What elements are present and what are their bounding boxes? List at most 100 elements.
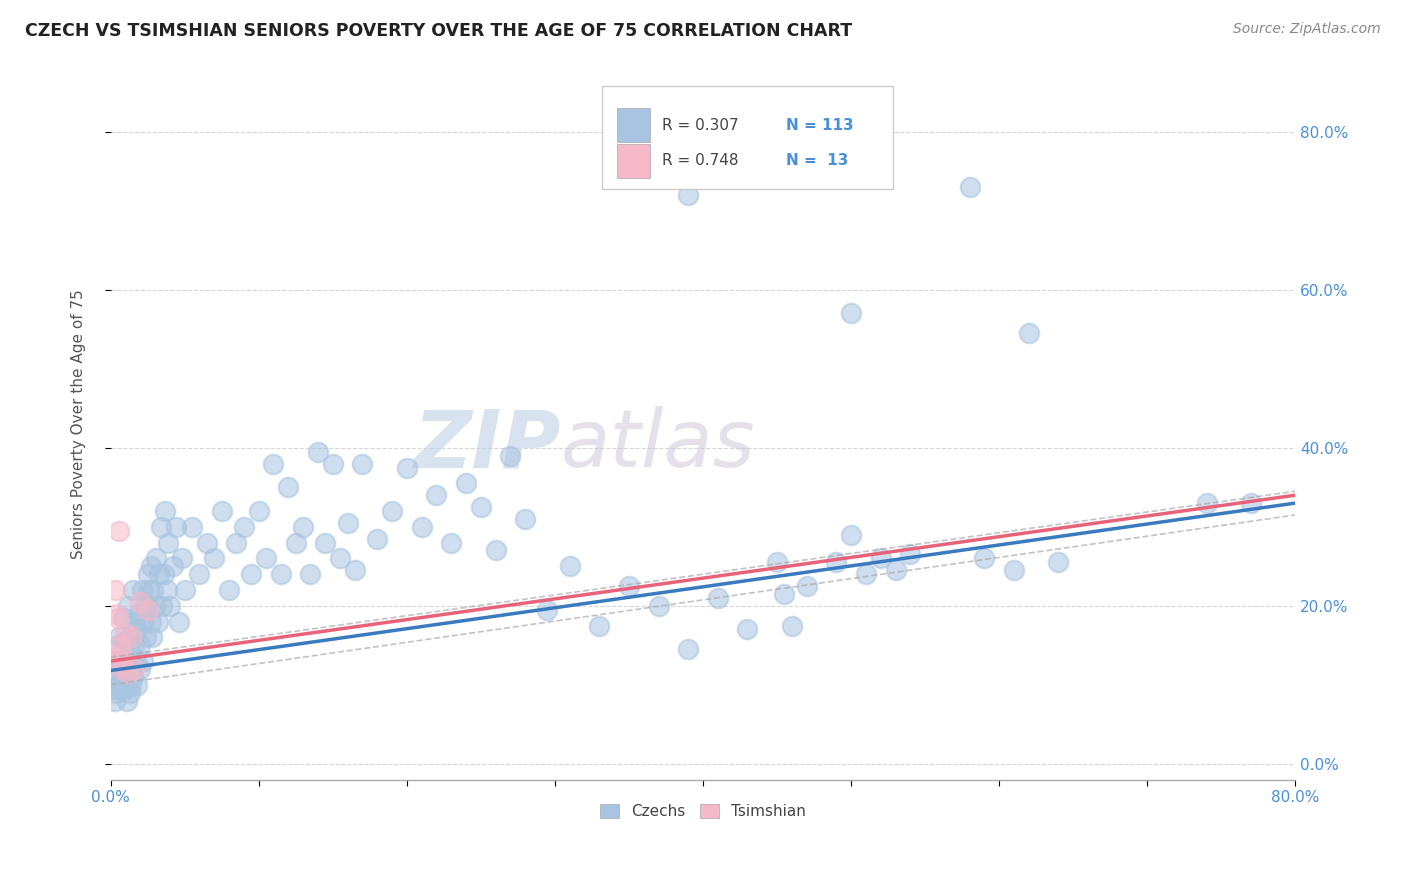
Point xyxy=(284,535,307,549)
Point xyxy=(170,551,193,566)
Point xyxy=(247,504,270,518)
Point xyxy=(138,582,160,597)
Point xyxy=(263,457,285,471)
Point xyxy=(707,591,730,605)
Text: N =  13: N = 13 xyxy=(786,153,848,169)
Point xyxy=(277,480,299,494)
Point xyxy=(131,582,153,597)
Point xyxy=(314,535,336,549)
Point xyxy=(114,626,136,640)
Point xyxy=(780,618,803,632)
Point xyxy=(773,587,796,601)
Point xyxy=(411,520,433,534)
Point xyxy=(105,654,128,668)
Point xyxy=(515,512,537,526)
Point xyxy=(336,516,359,530)
Point xyxy=(1002,563,1025,577)
Point xyxy=(425,488,447,502)
Point xyxy=(150,599,173,613)
Point xyxy=(454,476,477,491)
Point xyxy=(108,678,131,692)
Point xyxy=(181,520,204,534)
Point xyxy=(366,532,388,546)
Point xyxy=(153,567,176,582)
Point xyxy=(148,567,170,582)
Point xyxy=(120,631,142,645)
Point xyxy=(111,654,134,668)
Point xyxy=(1195,496,1218,510)
Point xyxy=(218,582,240,597)
Point xyxy=(676,188,699,202)
Point xyxy=(839,306,862,320)
Point xyxy=(110,662,132,676)
Point xyxy=(127,623,149,637)
Point xyxy=(115,654,138,668)
Point xyxy=(110,646,132,660)
Point xyxy=(136,599,159,613)
Point xyxy=(103,665,125,680)
Point xyxy=(855,567,877,582)
Point xyxy=(959,180,981,194)
Point xyxy=(381,504,404,518)
Point xyxy=(155,504,177,518)
Point xyxy=(111,673,134,688)
Point xyxy=(122,662,145,676)
Point xyxy=(118,686,141,700)
Bar xyxy=(616,108,650,143)
Point xyxy=(254,551,277,566)
Point xyxy=(211,504,233,518)
Point xyxy=(104,681,127,696)
Y-axis label: Seniors Poverty Over the Age of 75: Seniors Poverty Over the Age of 75 xyxy=(72,289,86,559)
Point xyxy=(352,457,374,471)
Point xyxy=(108,631,131,645)
Point xyxy=(143,599,166,613)
Point xyxy=(114,681,136,696)
Text: R = 0.748: R = 0.748 xyxy=(662,153,738,169)
Point xyxy=(108,524,131,538)
Text: CZECH VS TSIMSHIAN SENIORS POVERTY OVER THE AGE OF 75 CORRELATION CHART: CZECH VS TSIMSHIAN SENIORS POVERTY OVER … xyxy=(25,22,852,40)
Point xyxy=(112,665,135,680)
Point xyxy=(796,579,818,593)
Point xyxy=(1018,326,1040,341)
Point xyxy=(292,520,315,534)
Point xyxy=(558,559,581,574)
Point xyxy=(105,607,128,621)
Legend: Czechs, Tsimshian: Czechs, Tsimshian xyxy=(595,798,811,825)
Point xyxy=(766,555,789,569)
Point xyxy=(146,615,169,629)
Point xyxy=(111,654,134,668)
Point xyxy=(121,670,143,684)
Point xyxy=(329,551,352,566)
Point xyxy=(307,444,329,458)
Point xyxy=(117,665,139,680)
Bar xyxy=(616,144,650,178)
Point xyxy=(440,535,463,549)
Point xyxy=(107,638,129,652)
Point xyxy=(120,646,142,660)
Point xyxy=(156,582,179,597)
Point xyxy=(322,457,344,471)
Point xyxy=(129,595,152,609)
Point xyxy=(737,623,759,637)
Point xyxy=(898,548,921,562)
Point xyxy=(240,567,263,582)
Point xyxy=(104,582,127,597)
Point xyxy=(343,563,366,577)
Point xyxy=(112,610,135,624)
Point xyxy=(107,610,129,624)
Point xyxy=(104,693,127,707)
Point xyxy=(536,603,558,617)
Point xyxy=(110,681,132,696)
Point xyxy=(499,449,522,463)
Point xyxy=(142,582,165,597)
Point xyxy=(141,631,163,645)
Point xyxy=(136,603,159,617)
Point xyxy=(173,582,195,597)
Point xyxy=(973,551,995,566)
Point xyxy=(132,654,155,668)
Point xyxy=(128,607,150,621)
Text: atlas: atlas xyxy=(561,407,755,484)
Point xyxy=(188,567,211,582)
Point xyxy=(395,460,418,475)
Point xyxy=(676,642,699,657)
